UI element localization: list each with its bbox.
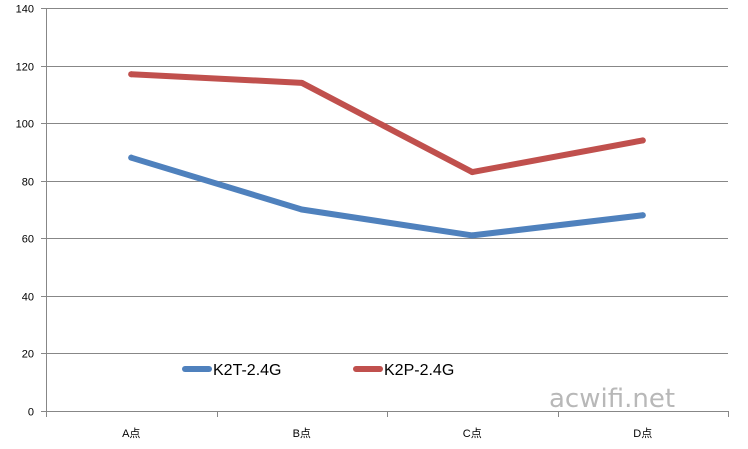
y-tick-label: 80 [22, 177, 34, 189]
series-line-K2P-2.4G [128, 71, 646, 176]
y-tick-label: 120 [16, 62, 34, 74]
legend: K2T-2.4G K2P-2.4G [182, 362, 454, 379]
x-axis-tick-labels: A点 B点 C点 D点 [122, 427, 652, 440]
x-tick-label: C点 [463, 427, 482, 440]
y-tick-label: 40 [22, 292, 34, 304]
y-tick-label: 100 [16, 119, 34, 131]
data-point [128, 71, 135, 78]
data-point [298, 79, 305, 86]
series-line-K2T-2.4G [128, 154, 646, 239]
y-tick-label: 60 [22, 234, 34, 246]
x-tick-label: D点 [633, 427, 652, 440]
x-tick-label: B点 [293, 427, 311, 440]
data-point [639, 137, 646, 144]
gridlines [41, 8, 729, 417]
x-tick-label: A点 [122, 427, 140, 440]
data-point [128, 154, 135, 161]
y-tick-label: 20 [22, 349, 34, 361]
legend-label: K2T-2.4G [213, 362, 281, 379]
legend-label: K2P-2.4G [384, 362, 454, 379]
y-axis-tick-labels: 0 20 40 60 80 100 120 140 [16, 4, 34, 419]
y-tick-label: 140 [16, 4, 34, 16]
data-point [469, 169, 476, 176]
data-point [298, 206, 305, 213]
series-lines [128, 71, 646, 239]
y-tick-label: 0 [28, 407, 34, 419]
data-point [469, 232, 476, 239]
watermark: acwifi.net [549, 384, 675, 414]
data-point [639, 212, 646, 219]
